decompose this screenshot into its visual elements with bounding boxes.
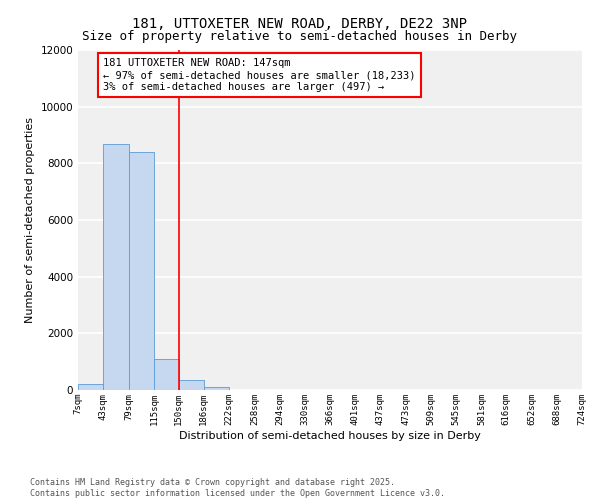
- Bar: [179, 380, 204, 390]
- Text: 181 UTTOXETER NEW ROAD: 147sqm
← 97% of semi-detached houses are smaller (18,233: 181 UTTOXETER NEW ROAD: 147sqm ← 97% of …: [103, 58, 416, 92]
- Bar: [78, 384, 103, 390]
- Bar: [204, 387, 229, 390]
- Bar: [103, 144, 128, 390]
- Y-axis label: Number of semi-detached properties: Number of semi-detached properties: [25, 117, 35, 323]
- Bar: [128, 152, 154, 390]
- X-axis label: Distribution of semi-detached houses by size in Derby: Distribution of semi-detached houses by …: [179, 430, 481, 440]
- Text: 181, UTTOXETER NEW ROAD, DERBY, DE22 3NP: 181, UTTOXETER NEW ROAD, DERBY, DE22 3NP: [133, 18, 467, 32]
- Text: Contains HM Land Registry data © Crown copyright and database right 2025.
Contai: Contains HM Land Registry data © Crown c…: [30, 478, 445, 498]
- Text: Size of property relative to semi-detached houses in Derby: Size of property relative to semi-detach…: [83, 30, 517, 43]
- Bar: [154, 359, 179, 390]
